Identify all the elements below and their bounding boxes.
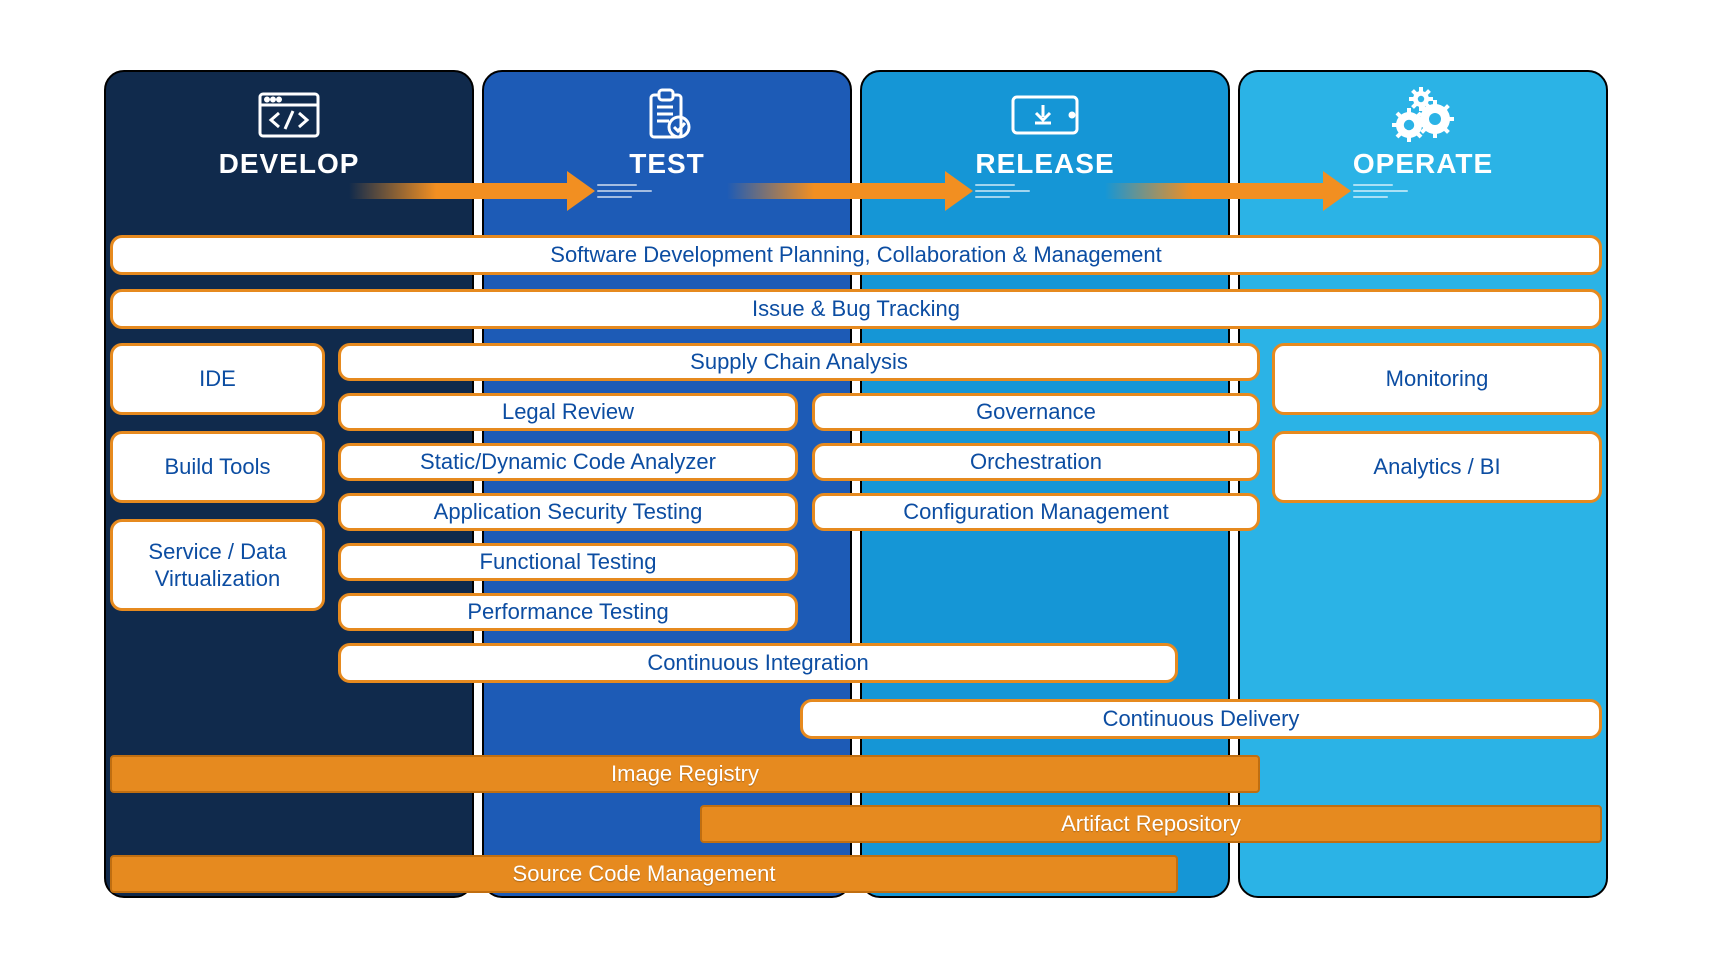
box-orchestration-label: Orchestration bbox=[970, 449, 1102, 475]
box-analytics-bi: Analytics / BI bbox=[1272, 431, 1602, 503]
box-app-sec-testing-label: Application Security Testing bbox=[434, 499, 703, 525]
box-ide-label: IDE bbox=[199, 366, 236, 392]
box-ide: IDE bbox=[110, 343, 325, 415]
arrow-shaft-icon bbox=[1105, 183, 1323, 199]
arrow-wisps-icon bbox=[1353, 183, 1413, 199]
box-monitoring-label: Monitoring bbox=[1386, 366, 1489, 392]
box-governance-label: Governance bbox=[976, 399, 1096, 425]
box-functional-testing-label: Functional Testing bbox=[480, 549, 657, 575]
arrow-release-to-operate bbox=[100, 175, 1612, 207]
box-artifact-repo-label: Artifact Repository bbox=[1061, 811, 1241, 837]
box-build-tools-label: Build Tools bbox=[165, 454, 271, 480]
box-config-mgmt: Configuration Management bbox=[812, 493, 1260, 531]
box-governance: Governance bbox=[812, 393, 1260, 431]
box-scm-label: Source Code Management bbox=[513, 861, 776, 887]
arrow-head-icon bbox=[1323, 171, 1351, 211]
box-orchestration: Orchestration bbox=[812, 443, 1260, 481]
box-ci-label: Continuous Integration bbox=[647, 650, 868, 676]
box-functional-testing: Functional Testing bbox=[338, 543, 798, 581]
box-app-sec-testing: Application Security Testing bbox=[338, 493, 798, 531]
box-artifact-repo: Artifact Repository bbox=[700, 805, 1602, 843]
column-header-develop: DEVELOP bbox=[106, 72, 472, 180]
clipboard-check-icon bbox=[484, 90, 850, 140]
tablet-download-icon bbox=[862, 90, 1228, 140]
box-legal-review: Legal Review bbox=[338, 393, 798, 431]
column-header-test: TEST bbox=[484, 72, 850, 180]
box-svc-data-virt-label: Service / Data Virtualization bbox=[148, 538, 286, 593]
box-issue-tracking: Issue & Bug Tracking bbox=[110, 289, 1602, 329]
box-config-mgmt-label: Configuration Management bbox=[903, 499, 1168, 525]
box-code-analyzer-label: Static/Dynamic Code Analyzer bbox=[420, 449, 716, 475]
box-monitoring: Monitoring bbox=[1272, 343, 1602, 415]
box-planning-label: Software Development Planning, Collabora… bbox=[550, 242, 1161, 268]
box-analytics-bi-label: Analytics / BI bbox=[1373, 454, 1500, 480]
box-ci: Continuous Integration bbox=[338, 643, 1178, 683]
box-planning: Software Development Planning, Collabora… bbox=[110, 235, 1602, 275]
box-cd-label: Continuous Delivery bbox=[1103, 706, 1300, 732]
column-header-operate: OPERATE bbox=[1240, 72, 1606, 180]
box-cd: Continuous Delivery bbox=[800, 699, 1602, 739]
column-header-release: RELEASE bbox=[862, 72, 1228, 180]
box-code-analyzer: Static/Dynamic Code Analyzer bbox=[338, 443, 798, 481]
box-image-registry: Image Registry bbox=[110, 755, 1260, 793]
box-performance-testing-label: Performance Testing bbox=[467, 599, 668, 625]
box-image-registry-label: Image Registry bbox=[611, 761, 759, 787]
box-legal-review-label: Legal Review bbox=[502, 399, 634, 425]
box-supply-chain: Supply Chain Analysis bbox=[338, 343, 1260, 381]
box-issue-tracking-label: Issue & Bug Tracking bbox=[752, 296, 960, 322]
box-svc-data-virt: Service / Data Virtualization bbox=[110, 519, 325, 611]
code-window-icon bbox=[106, 90, 472, 140]
box-supply-chain-label: Supply Chain Analysis bbox=[690, 349, 908, 375]
gears-icon bbox=[1240, 90, 1606, 140]
box-scm: Source Code Management bbox=[110, 855, 1178, 893]
box-performance-testing: Performance Testing bbox=[338, 593, 798, 631]
box-build-tools: Build Tools bbox=[110, 431, 325, 503]
